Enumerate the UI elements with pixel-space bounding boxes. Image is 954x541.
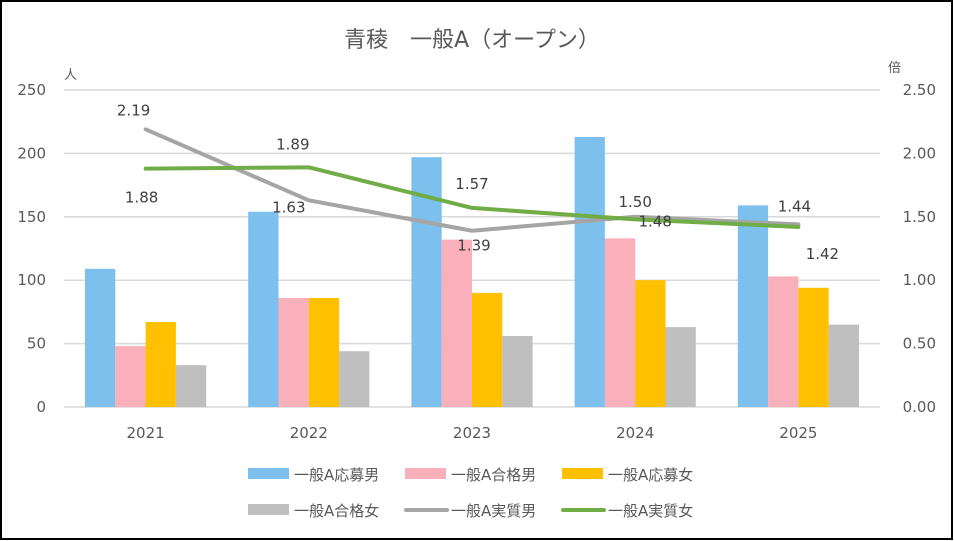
x-tick-label: 2023: [453, 424, 491, 442]
left-tick-label: 0: [36, 398, 46, 416]
left-tick-label: 150: [17, 208, 46, 226]
bar-一般A合格女: [665, 327, 696, 407]
chart-title: 青稜 一般A（オープン）: [344, 28, 600, 53]
bar-一般A合格女: [339, 351, 370, 407]
bar-一般A合格女: [175, 365, 207, 407]
legend-label: 一般A応募女: [608, 466, 693, 484]
x-tick-label: 2022: [290, 424, 328, 442]
line-一般A実質男: [143, 127, 801, 233]
right-tick-label: 1.50: [903, 208, 936, 226]
bars: [85, 136, 859, 407]
legend-label: 一般A実質男: [451, 502, 536, 520]
bar-一般A合格女: [502, 335, 533, 407]
right-axis-unit: 倍: [888, 61, 901, 76]
legend-label: 一般A合格女: [294, 502, 379, 520]
right-tick-label: 0.50: [903, 335, 936, 353]
bar-一般A応募女: [308, 297, 340, 407]
data-label-一般A実質女: 1.48: [638, 212, 671, 230]
bar-一般A応募女: [635, 280, 666, 407]
right-tick-label: 1.00: [903, 271, 936, 289]
bar-一般A合格男: [278, 297, 309, 407]
bar-一般A応募女: [145, 322, 176, 407]
bar-一般A応募女: [472, 292, 503, 407]
legend-swatch: [248, 504, 289, 515]
data-label-一般A実質女: 1.88: [125, 189, 158, 207]
data-label-一般A実質男: 1.44: [778, 197, 811, 215]
bar-一般A応募男: [248, 211, 279, 407]
right-tick-label: 2.50: [903, 81, 936, 99]
legend-swatch: [248, 468, 289, 479]
data-label-一般A実質女: 1.42: [806, 245, 839, 263]
legend-swatch: [562, 468, 603, 479]
data-label-一般A実質女: 1.57: [455, 175, 488, 193]
legend-swatch: [405, 468, 446, 479]
bar-一般A合格男: [604, 238, 636, 407]
left-axis-ticks: 0 50 100 150 200 250: [17, 81, 46, 416]
lines: [143, 127, 801, 233]
left-tick-label: 100: [17, 271, 46, 289]
x-tick-label: 2024: [616, 424, 654, 442]
x-tick-label: 2021: [127, 424, 165, 442]
data-label-一般A実質男: 1.63: [272, 198, 305, 216]
legend-label: 一般A応募男: [294, 466, 379, 484]
bar-一般A合格女: [828, 324, 859, 407]
x-tick-label: 2025: [779, 424, 817, 442]
line-一般A実質女: [143, 165, 801, 229]
left-tick-label: 50: [27, 335, 46, 353]
right-tick-label: 2.00: [903, 144, 936, 162]
bar-一般A応募男: [85, 268, 116, 407]
left-tick-label: 250: [17, 81, 46, 99]
bar-一般A応募男: [574, 136, 605, 407]
left-axis-unit: 人: [64, 68, 77, 83]
bar-一般A応募男: [737, 205, 769, 407]
left-tick-label: 200: [17, 144, 46, 162]
bar-一般A合格男: [115, 346, 146, 407]
legend-label: 一般A合格男: [451, 466, 536, 484]
data-label-一般A実質男: 2.19: [117, 101, 150, 119]
bar-一般A応募女: [798, 287, 829, 407]
bar-一般A合格男: [768, 276, 799, 407]
data-label-一般A実質女: 1.89: [276, 135, 309, 153]
legend-label: 一般A実質女: [608, 502, 693, 520]
data-labels: 2.19 1.63 1.39 1.50 1.44 1.88 1.89 1.57 1.48 1.42: [117, 101, 839, 263]
data-label-一般A実質男: 1.39: [457, 237, 490, 255]
bar-一般A合格男: [441, 239, 472, 407]
data-label-一般A実質男: 1.50: [618, 193, 651, 211]
right-tick-label: 0.00: [903, 398, 936, 416]
x-axis-ticks: 2021 2022 2023 2024 2025: [127, 424, 818, 442]
right-axis-ticks: 0.00 0.50 1.00 1.50 2.00 2.50: [903, 81, 936, 416]
